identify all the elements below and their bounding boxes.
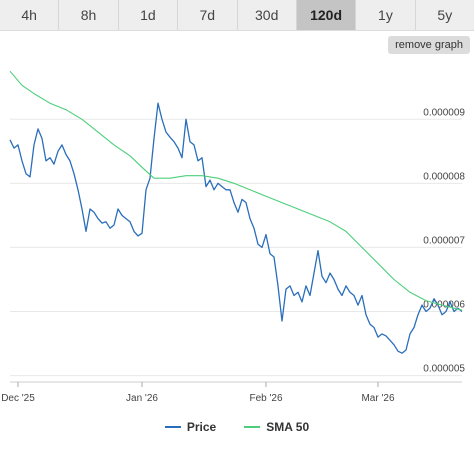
range-tab-8h[interactable]: 8h [59, 0, 119, 30]
legend-swatch-price [164, 426, 181, 428]
price-chart: 0.000005 0.000006 0.000007 0.000008 0.000009… [1, 70, 465, 404]
range-tab-7d[interactable]: 7d [178, 0, 238, 30]
range-tab-1y[interactable]: 1y [356, 0, 416, 30]
legend-swatch-sma [244, 426, 261, 428]
range-tab-1d[interactable]: 1d [119, 0, 179, 30]
x-tick-label: Mar '26 [361, 393, 394, 404]
range-tab-4h[interactable]: 4h [0, 0, 60, 30]
x-tick-label: Feb '26 [249, 393, 282, 404]
legend-label-sma: SMA 50 [266, 420, 310, 434]
y-tick-label: 0.000005 [423, 364, 465, 375]
x-tick-label: Jan '26 [126, 393, 158, 404]
remove-graph-button[interactable]: remove graph [388, 36, 470, 54]
legend: Price SMA 50 [0, 420, 474, 434]
y-tick-label: 0.000008 [423, 171, 465, 182]
sma-50-line [9, 70, 463, 311]
y-tick-label: 0.000009 [423, 107, 465, 118]
range-selector: 4h 8h 1d 7d 30d 120d 1y 5y [0, 0, 474, 31]
legend-label-price: Price [186, 420, 217, 434]
range-tab-5y[interactable]: 5y [437, 7, 453, 23]
y-tick-label: 0.000006 [423, 300, 465, 311]
y-tick-label: 0.000007 [423, 235, 465, 246]
range-tab-120d[interactable]: 120d [296, 0, 357, 30]
legend-item-sma[interactable]: SMA 50 [244, 420, 309, 434]
range-tab-30d[interactable]: 30d [238, 0, 297, 30]
price-line [9, 102, 463, 354]
legend-item-price[interactable]: Price [164, 420, 217, 434]
x-tick-label: Dec '25 [1, 393, 35, 404]
